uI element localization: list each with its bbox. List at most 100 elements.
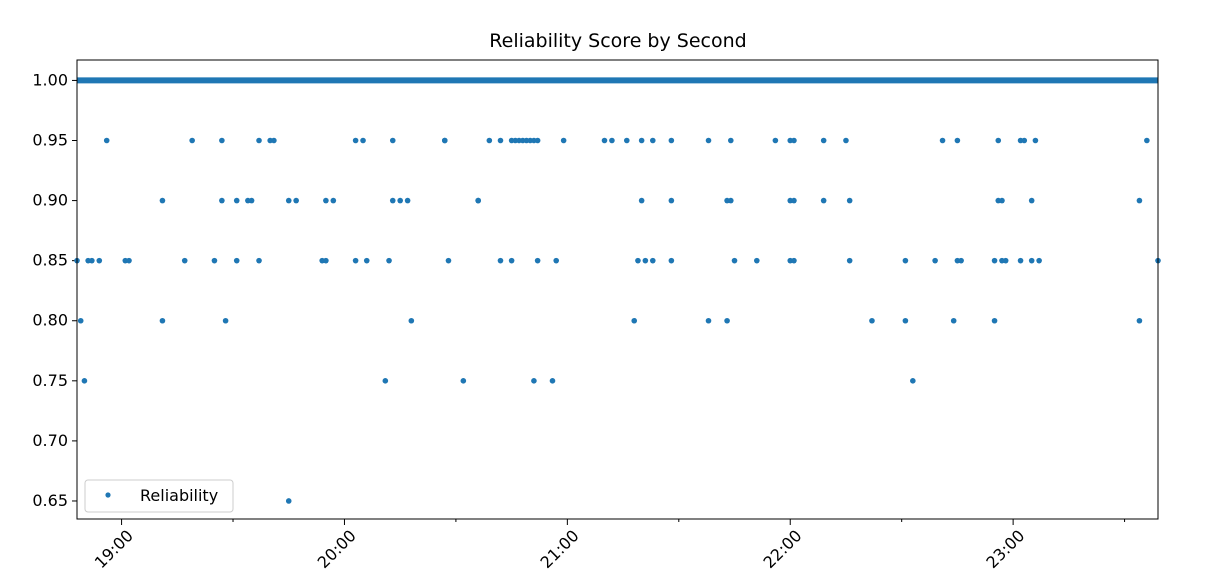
data-point bbox=[791, 257, 797, 264]
data-point bbox=[248, 197, 255, 204]
data-point bbox=[1021, 137, 1028, 144]
data-point bbox=[271, 137, 277, 144]
data-point bbox=[441, 137, 448, 144]
data-point bbox=[219, 197, 225, 204]
data-point bbox=[1136, 197, 1143, 204]
data-point bbox=[534, 257, 541, 264]
y-tick-label: 0.70 bbox=[32, 431, 68, 450]
y-tick-label: 0.80 bbox=[32, 311, 68, 330]
scatter-points bbox=[74, 137, 1161, 504]
data-point bbox=[408, 317, 415, 324]
data-point bbox=[999, 197, 1005, 204]
data-point bbox=[159, 197, 166, 204]
data-point bbox=[731, 257, 738, 264]
data-point bbox=[497, 137, 504, 144]
data-point bbox=[553, 257, 560, 264]
data-point bbox=[609, 137, 615, 144]
data-point bbox=[649, 257, 656, 264]
data-point bbox=[363, 257, 370, 264]
data-point bbox=[89, 257, 95, 264]
legend-marker bbox=[105, 492, 111, 498]
data-point bbox=[958, 257, 964, 264]
data-point bbox=[126, 257, 132, 264]
data-point bbox=[382, 378, 389, 384]
data-point bbox=[991, 317, 998, 324]
data-point bbox=[950, 317, 957, 324]
chart-title: Reliability Score by Second bbox=[489, 30, 746, 52]
data-point bbox=[445, 257, 452, 264]
data-point bbox=[1028, 197, 1035, 204]
data-point bbox=[638, 137, 645, 144]
data-point bbox=[623, 137, 630, 144]
data-point bbox=[181, 257, 188, 264]
data-point bbox=[724, 317, 730, 324]
data-point bbox=[1136, 317, 1143, 324]
y-tick-label: 1.00 bbox=[32, 70, 68, 89]
data-point bbox=[932, 257, 938, 264]
data-point bbox=[475, 197, 481, 204]
x-tick-label: 21:00 bbox=[537, 526, 583, 572]
data-point bbox=[285, 197, 292, 204]
data-point bbox=[939, 137, 946, 144]
data-point bbox=[233, 257, 240, 264]
x-axis: 19:00 20:00 21:00 22:00 23:00 bbox=[91, 519, 1126, 572]
data-point bbox=[1032, 137, 1039, 144]
data-point bbox=[954, 137, 961, 144]
data-point bbox=[601, 137, 608, 144]
data-point bbox=[534, 137, 541, 144]
data-point bbox=[991, 257, 998, 264]
y-axis: 0.65 0.70 0.75 0.80 0.85 0.90 0.95 1.00 bbox=[32, 70, 77, 510]
data-point bbox=[81, 378, 88, 384]
data-point bbox=[397, 197, 403, 204]
data-point bbox=[330, 197, 337, 204]
y-tick-label: 0.85 bbox=[32, 251, 68, 270]
data-point bbox=[323, 197, 329, 204]
data-point bbox=[285, 498, 292, 504]
data-point bbox=[638, 197, 645, 204]
x-tick-label: 22:00 bbox=[759, 526, 805, 572]
data-point bbox=[360, 137, 366, 144]
data-point bbox=[631, 317, 638, 324]
data-point bbox=[256, 257, 262, 264]
data-point bbox=[460, 378, 467, 384]
data-point bbox=[705, 317, 712, 324]
data-point bbox=[1144, 137, 1150, 144]
data-point bbox=[772, 137, 779, 144]
data-point bbox=[323, 257, 329, 264]
data-point bbox=[497, 257, 504, 264]
data-point bbox=[791, 197, 797, 204]
data-point bbox=[668, 257, 675, 264]
data-point bbox=[869, 317, 875, 324]
legend-box bbox=[84, 479, 234, 513]
data-point bbox=[705, 137, 712, 144]
data-point bbox=[256, 137, 262, 144]
data-point bbox=[820, 137, 827, 144]
data-point bbox=[649, 137, 656, 144]
data-point bbox=[389, 197, 396, 204]
y-tick-label: 0.65 bbox=[32, 491, 68, 510]
data-point bbox=[77, 317, 84, 324]
data-point bbox=[189, 137, 195, 144]
data-point bbox=[96, 257, 103, 264]
data-point bbox=[846, 197, 853, 204]
data-point bbox=[754, 257, 760, 264]
data-point bbox=[211, 257, 218, 264]
data-point bbox=[486, 137, 493, 144]
data-point bbox=[508, 257, 515, 264]
data-point bbox=[910, 378, 916, 384]
data-point bbox=[902, 317, 909, 324]
data-point bbox=[219, 137, 225, 144]
data-point bbox=[843, 137, 849, 144]
data-point bbox=[846, 257, 853, 264]
data-point bbox=[1002, 257, 1009, 264]
data-point bbox=[352, 137, 359, 144]
data-point bbox=[728, 137, 734, 144]
data-point bbox=[791, 137, 797, 144]
data-point bbox=[352, 257, 359, 264]
x-tick-label: 23:00 bbox=[982, 526, 1028, 572]
data-point bbox=[668, 137, 675, 144]
data-point bbox=[995, 137, 1002, 144]
data-point bbox=[728, 197, 734, 204]
data-point bbox=[1017, 257, 1024, 264]
